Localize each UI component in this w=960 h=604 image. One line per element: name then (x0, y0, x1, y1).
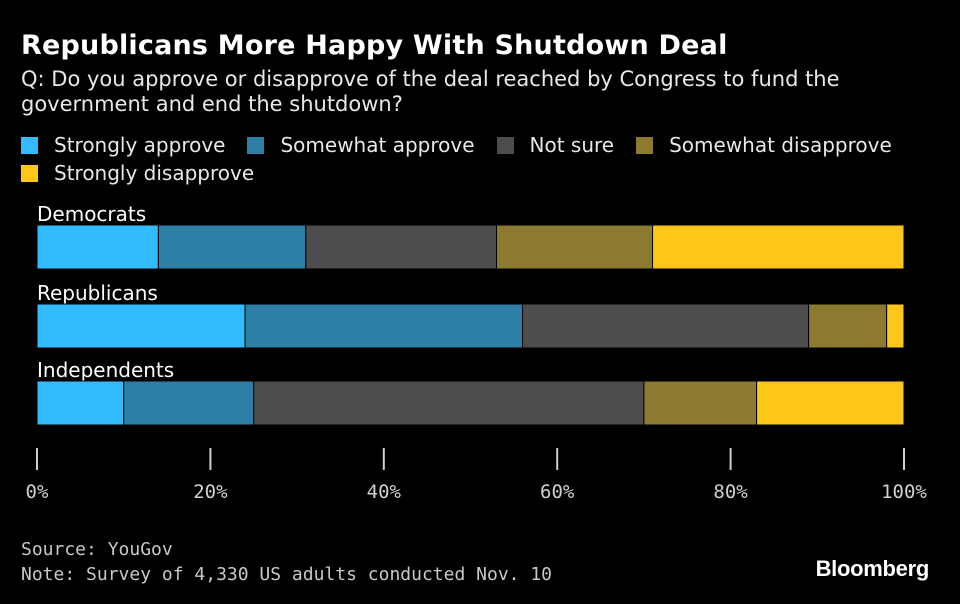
legend-label: Somewhat approve (280, 133, 475, 157)
legend-label: Not sure (529, 133, 615, 157)
bar-segment (36, 380, 125, 426)
legend-item-somewhat-disapprove: Somewhat disapprove (636, 131, 892, 159)
bar-segment (157, 224, 307, 270)
bar-segment (36, 224, 159, 270)
x-tick-label: 80% (713, 481, 748, 503)
x-tick-label: 20% (193, 481, 228, 503)
bloomberg-logo: Bloomberg (815, 556, 930, 581)
bar-segment (652, 224, 905, 270)
legend-label: Strongly disapprove (54, 161, 255, 185)
bar-segment (886, 303, 905, 349)
legend-item-strongly-disapprove: Strongly disapprove (21, 159, 254, 187)
category-label: Republicans (37, 281, 158, 305)
bar-segment (756, 380, 905, 426)
stacked-bar-chart: Democrats Republicans Independents 0% 20% 40%… (26, 202, 928, 503)
legend-item-somewhat-approve: Somewhat approve (247, 131, 475, 159)
category-label: Independents (37, 358, 174, 382)
chart-subtitle: Q: Do you approve or disapprove of the d… (21, 67, 840, 116)
bar-segment (808, 303, 888, 349)
survey-note: Note: Survey of 4,330 US adults conducte… (21, 564, 553, 585)
bar-segment (522, 303, 810, 349)
legend-item-not-sure: Not sure (496, 131, 615, 159)
x-tick-label: 100% (881, 481, 927, 503)
bar-segment (253, 380, 645, 426)
bar-segment (244, 303, 524, 349)
legend-label: Strongly approve (54, 133, 226, 157)
x-tick-label: 0% (26, 481, 49, 503)
legend-swatch (21, 136, 38, 154)
legend-swatch (636, 136, 654, 154)
legend-swatch (496, 136, 514, 154)
legend: Strongly approve Somewhat approve Not su… (21, 131, 941, 187)
bar-segment (643, 380, 758, 426)
footer: Source: YouGov Note: Survey of 4,330 US … (21, 537, 552, 587)
legend-swatch (21, 164, 38, 182)
legend-item-strongly-approve: Strongly approve (21, 131, 225, 159)
chart-title: Republicans More Happy With Shutdown Dea… (21, 30, 728, 61)
category-label: Democrats (37, 202, 146, 226)
legend-swatch (247, 136, 265, 154)
x-tick-label: 40% (367, 481, 402, 503)
legend-label: Somewhat disapprove (669, 133, 892, 157)
x-tick-label: 60% (540, 481, 575, 503)
source-note: Source: YouGov (21, 539, 173, 560)
bar-segment (123, 380, 255, 426)
bar-segment (305, 224, 498, 270)
bar-segment (36, 303, 246, 349)
bar-segment (496, 224, 654, 270)
